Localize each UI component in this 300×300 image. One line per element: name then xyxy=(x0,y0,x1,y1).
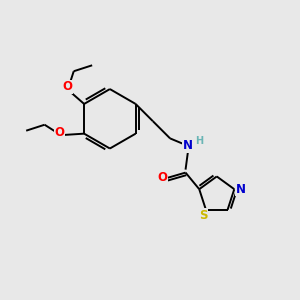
Text: H: H xyxy=(195,136,203,146)
Text: O: O xyxy=(55,126,64,139)
Text: O: O xyxy=(157,171,167,184)
Text: N: N xyxy=(183,139,193,152)
Text: O: O xyxy=(63,80,73,93)
Text: N: N xyxy=(236,183,246,196)
Text: S: S xyxy=(199,208,208,222)
